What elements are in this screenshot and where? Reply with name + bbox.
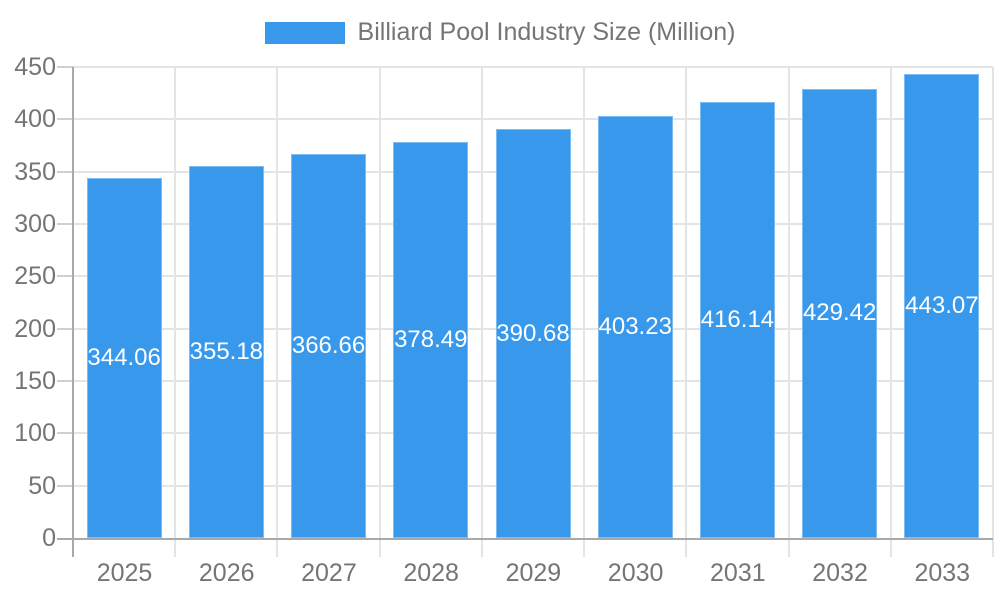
- bar-value-label: 378.49: [394, 325, 468, 353]
- bar[interactable]: 443.07: [904, 74, 980, 538]
- bar-value-label: 403.23: [598, 312, 672, 340]
- gridline-y: [73, 66, 993, 68]
- x-axis-tick-label: 2030: [607, 559, 664, 587]
- gridline-x: [992, 67, 994, 557]
- legend[interactable]: Billiard Pool Industry Size (Million): [0, 18, 1000, 47]
- legend-swatch-icon: [264, 21, 345, 44]
- y-axis-tick-label: 450: [14, 53, 56, 81]
- y-axis-tick-label: 400: [14, 105, 56, 134]
- x-axis-tick-label: 2025: [96, 559, 153, 587]
- gridline-x: [378, 67, 381, 557]
- bar-value-label: 443.07: [905, 292, 979, 320]
- bar[interactable]: 390.68: [495, 129, 571, 538]
- gridline-x: [685, 67, 688, 557]
- gridline-x: [889, 67, 892, 557]
- y-axis-tick: [57, 66, 73, 68]
- y-axis-line: [72, 67, 74, 557]
- legend-label: Billiard Pool Industry Size (Million): [357, 18, 736, 46]
- x-axis-tick-label: 2026: [198, 559, 255, 587]
- y-axis-tick-label: 100: [14, 419, 56, 448]
- y-axis-tick: [57, 118, 73, 121]
- y-axis-tick-label: 300: [14, 210, 56, 238]
- x-axis-tick-label: 2031: [710, 559, 766, 587]
- y-axis-tick-label: 200: [14, 314, 56, 343]
- y-axis-tick: [57, 432, 73, 435]
- y-axis-tick: [57, 275, 73, 278]
- bar[interactable]: 366.66: [291, 154, 367, 538]
- y-axis-tick-label: 150: [14, 367, 56, 395]
- y-axis-tick-label: 250: [14, 262, 56, 291]
- x-axis-tick-label: 2032: [812, 559, 868, 587]
- gridline-x: [480, 67, 483, 557]
- gridline-x: [174, 67, 177, 557]
- bar-value-label: 355.18: [189, 338, 264, 366]
- bar[interactable]: 355.18: [188, 166, 264, 538]
- x-axis-line: [57, 538, 993, 540]
- y-axis-tick-label: 50: [28, 471, 56, 500]
- bar-value-label: 416.14: [700, 306, 775, 334]
- y-axis-tick: [57, 327, 73, 330]
- bar-value-label: 366.66: [291, 332, 366, 360]
- y-axis-tick: [57, 170, 73, 173]
- gridline-x: [787, 67, 790, 557]
- x-axis-tick-label: 2033: [914, 559, 971, 587]
- bar-value-label: 344.06: [87, 343, 161, 371]
- bar[interactable]: 416.14: [699, 102, 775, 538]
- gridline-y: [73, 118, 993, 121]
- x-axis-tick-label: 2028: [403, 559, 459, 587]
- y-axis-tick-label: 0: [42, 524, 56, 552]
- bar-value-label: 390.68: [496, 319, 570, 347]
- bar[interactable]: 344.06: [86, 177, 162, 538]
- y-axis-tick: [57, 223, 73, 225]
- gridline-x: [583, 67, 586, 557]
- y-axis-tick-label: 350: [14, 157, 56, 186]
- bar-value-label: 429.42: [802, 299, 877, 327]
- x-axis-tick-label: 2027: [301, 559, 357, 587]
- bar[interactable]: 378.49: [393, 141, 469, 538]
- y-axis-tick: [57, 484, 73, 487]
- x-axis-tick-label: 2029: [505, 559, 562, 587]
- y-axis-tick: [57, 380, 73, 382]
- gridline-x: [276, 67, 279, 557]
- bar[interactable]: 429.42: [802, 88, 878, 538]
- bar[interactable]: 403.23: [597, 115, 673, 538]
